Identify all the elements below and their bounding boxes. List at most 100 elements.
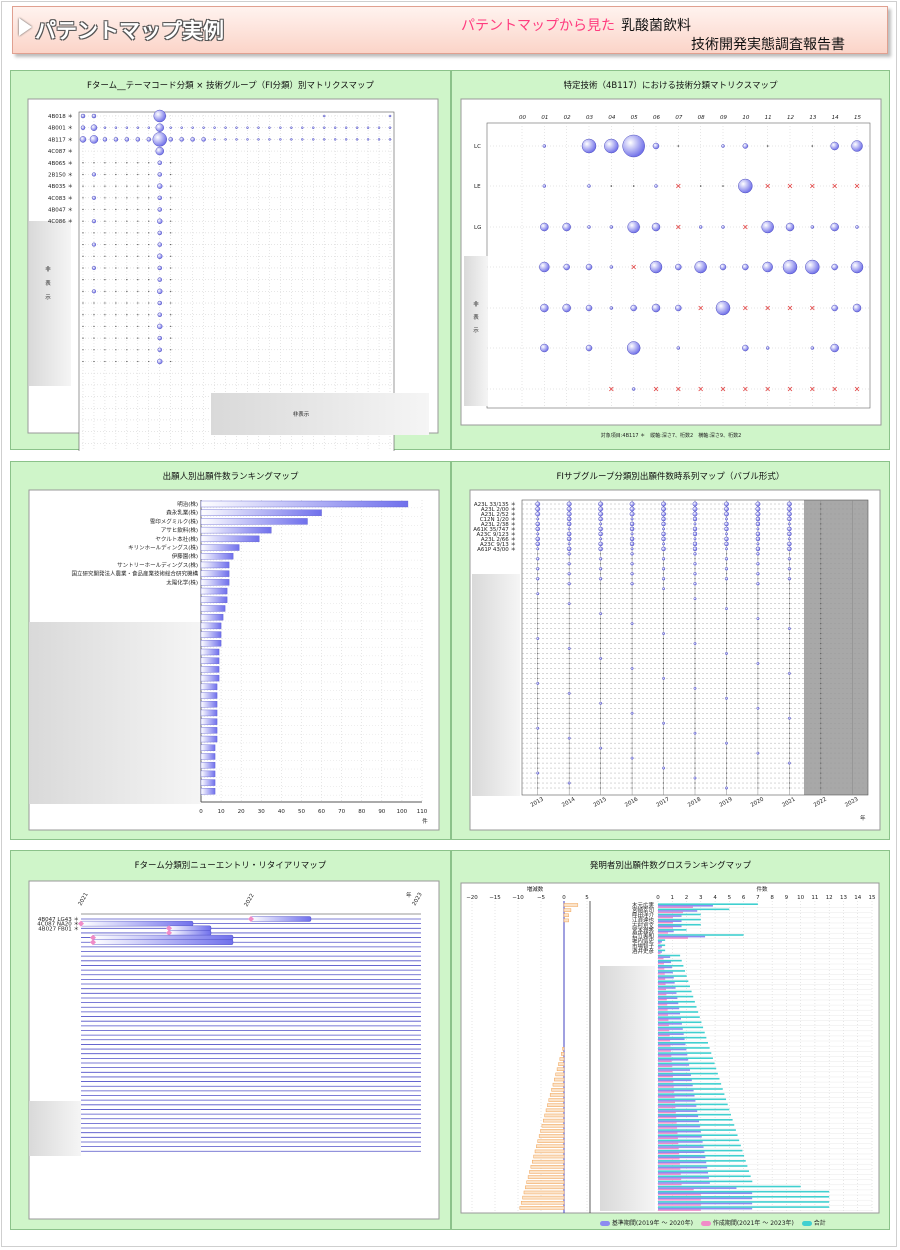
dot <box>725 583 727 585</box>
bubble <box>279 138 282 141</box>
dot <box>694 762 696 764</box>
base-bar <box>658 1192 753 1195</box>
diff-bar <box>530 1165 565 1169</box>
new-bar <box>658 927 673 929</box>
dot <box>663 712 665 714</box>
diff-bar <box>556 1067 565 1072</box>
dot <box>170 162 172 164</box>
diff-bar <box>529 1170 565 1174</box>
base-bar <box>658 905 713 907</box>
bar-label: サントリーホールディングス(株) <box>117 561 198 569</box>
new-bar <box>658 1060 672 1062</box>
new-bar <box>658 1147 679 1150</box>
base-bar <box>658 961 672 964</box>
base-bar <box>658 976 674 979</box>
dot <box>725 573 727 575</box>
total-bar <box>658 975 687 977</box>
bubble <box>153 109 166 123</box>
bubble <box>536 577 540 581</box>
new-bar <box>658 963 664 965</box>
bubble <box>787 716 791 720</box>
bubble <box>725 786 728 790</box>
new-bar <box>658 911 683 914</box>
row-label: 4C087 NA20 ＊ <box>37 921 79 928</box>
diff-bar <box>519 1206 565 1210</box>
bar-label: 太陽化学(株) <box>166 578 198 586</box>
bubble <box>585 344 593 352</box>
dot <box>757 667 759 669</box>
inventor-label: 堀内信史 <box>632 937 655 945</box>
dot <box>82 302 84 304</box>
hidden-label: 非表示 <box>45 265 51 301</box>
dot <box>757 722 759 724</box>
dot <box>694 648 696 649</box>
dot <box>820 573 822 575</box>
diff-bar <box>540 1129 565 1133</box>
bubble <box>661 521 666 527</box>
base-bar <box>658 1012 681 1015</box>
bar <box>200 535 260 543</box>
x-unit: 年 <box>406 891 412 899</box>
dot <box>104 302 106 304</box>
col-label: 05 <box>631 115 638 121</box>
x-tick: 110 <box>417 809 428 815</box>
dot <box>631 618 633 620</box>
right-tick: 11 <box>811 895 818 901</box>
bubble <box>742 344 749 352</box>
base-bar <box>658 982 675 984</box>
bubble <box>157 277 162 282</box>
bubble <box>599 522 603 526</box>
dot <box>137 255 139 257</box>
span-bar <box>80 920 194 927</box>
right-tick: 5 <box>728 895 732 901</box>
dot <box>631 598 633 600</box>
total-bar <box>658 1057 713 1059</box>
dot <box>757 732 759 734</box>
total-bar <box>658 1006 697 1008</box>
dot <box>788 777 790 779</box>
dot <box>115 349 117 351</box>
new-bar <box>658 1153 680 1155</box>
dot <box>148 255 150 257</box>
dot <box>537 692 539 694</box>
dot <box>820 543 822 545</box>
dot <box>811 145 814 147</box>
dot <box>694 628 696 630</box>
dot <box>126 197 128 199</box>
bubble <box>169 126 172 129</box>
bubble <box>147 126 151 129</box>
bubble <box>539 261 550 273</box>
row-label: A23L 2/00 ＊ <box>481 506 516 513</box>
dot <box>694 662 696 664</box>
dot <box>170 290 172 292</box>
bubble <box>609 306 614 310</box>
dot <box>537 573 539 575</box>
base-bar <box>658 1028 683 1030</box>
dot <box>104 314 106 316</box>
dot <box>568 717 570 719</box>
total-bar <box>658 1098 727 1101</box>
cross-mark <box>787 305 793 311</box>
x-unit: 年 <box>860 814 866 822</box>
new-bar <box>658 932 668 934</box>
total-bar <box>658 1129 736 1131</box>
bubble <box>599 612 603 616</box>
dot <box>788 603 790 605</box>
dot <box>820 578 822 580</box>
new-bar <box>658 1204 701 1206</box>
new-bar <box>658 937 688 939</box>
cross-mark <box>787 183 793 189</box>
dot <box>568 623 570 625</box>
dot <box>820 667 822 669</box>
dot <box>820 528 822 530</box>
dot <box>631 742 633 744</box>
bubble <box>213 126 216 129</box>
bubble <box>535 511 541 517</box>
dot <box>725 702 727 704</box>
bubble <box>654 184 658 188</box>
dot <box>757 702 759 704</box>
dot <box>170 337 172 339</box>
dot <box>537 757 539 759</box>
panel-4b117-matrix: 特定技術（4B117）における技術分類マトリクスマップ 非表示 00 01 02 03 0… <box>451 70 890 450</box>
base-bar <box>658 1048 687 1051</box>
